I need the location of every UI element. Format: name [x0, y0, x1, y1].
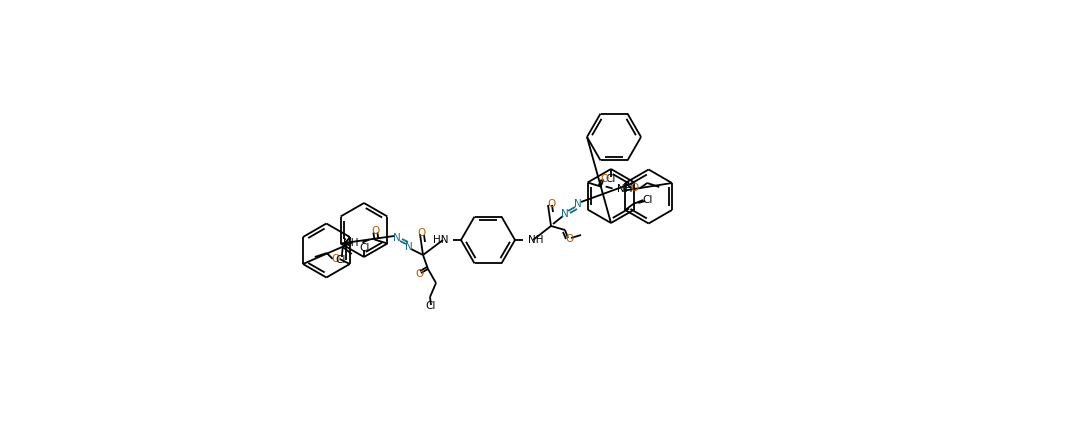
Text: O: O — [418, 228, 426, 238]
Text: Cl: Cl — [359, 243, 370, 253]
Text: Cl: Cl — [336, 255, 346, 265]
Text: O: O — [565, 234, 573, 244]
Text: NH: NH — [528, 235, 544, 245]
Text: Cl: Cl — [642, 195, 653, 205]
Text: O: O — [601, 173, 609, 184]
Text: Cl: Cl — [426, 301, 436, 311]
Text: O: O — [415, 269, 424, 279]
Text: Cl: Cl — [605, 174, 616, 184]
Text: NH: NH — [616, 184, 632, 193]
Text: O: O — [331, 254, 340, 264]
Text: N: N — [561, 209, 569, 219]
Text: N: N — [393, 233, 401, 243]
Text: O: O — [630, 183, 639, 193]
Text: O: O — [371, 225, 380, 236]
Text: N: N — [405, 242, 413, 252]
Text: N: N — [574, 199, 582, 209]
Text: HN: HN — [433, 235, 448, 245]
Text: NH: NH — [343, 238, 358, 248]
Text: O: O — [547, 199, 555, 209]
